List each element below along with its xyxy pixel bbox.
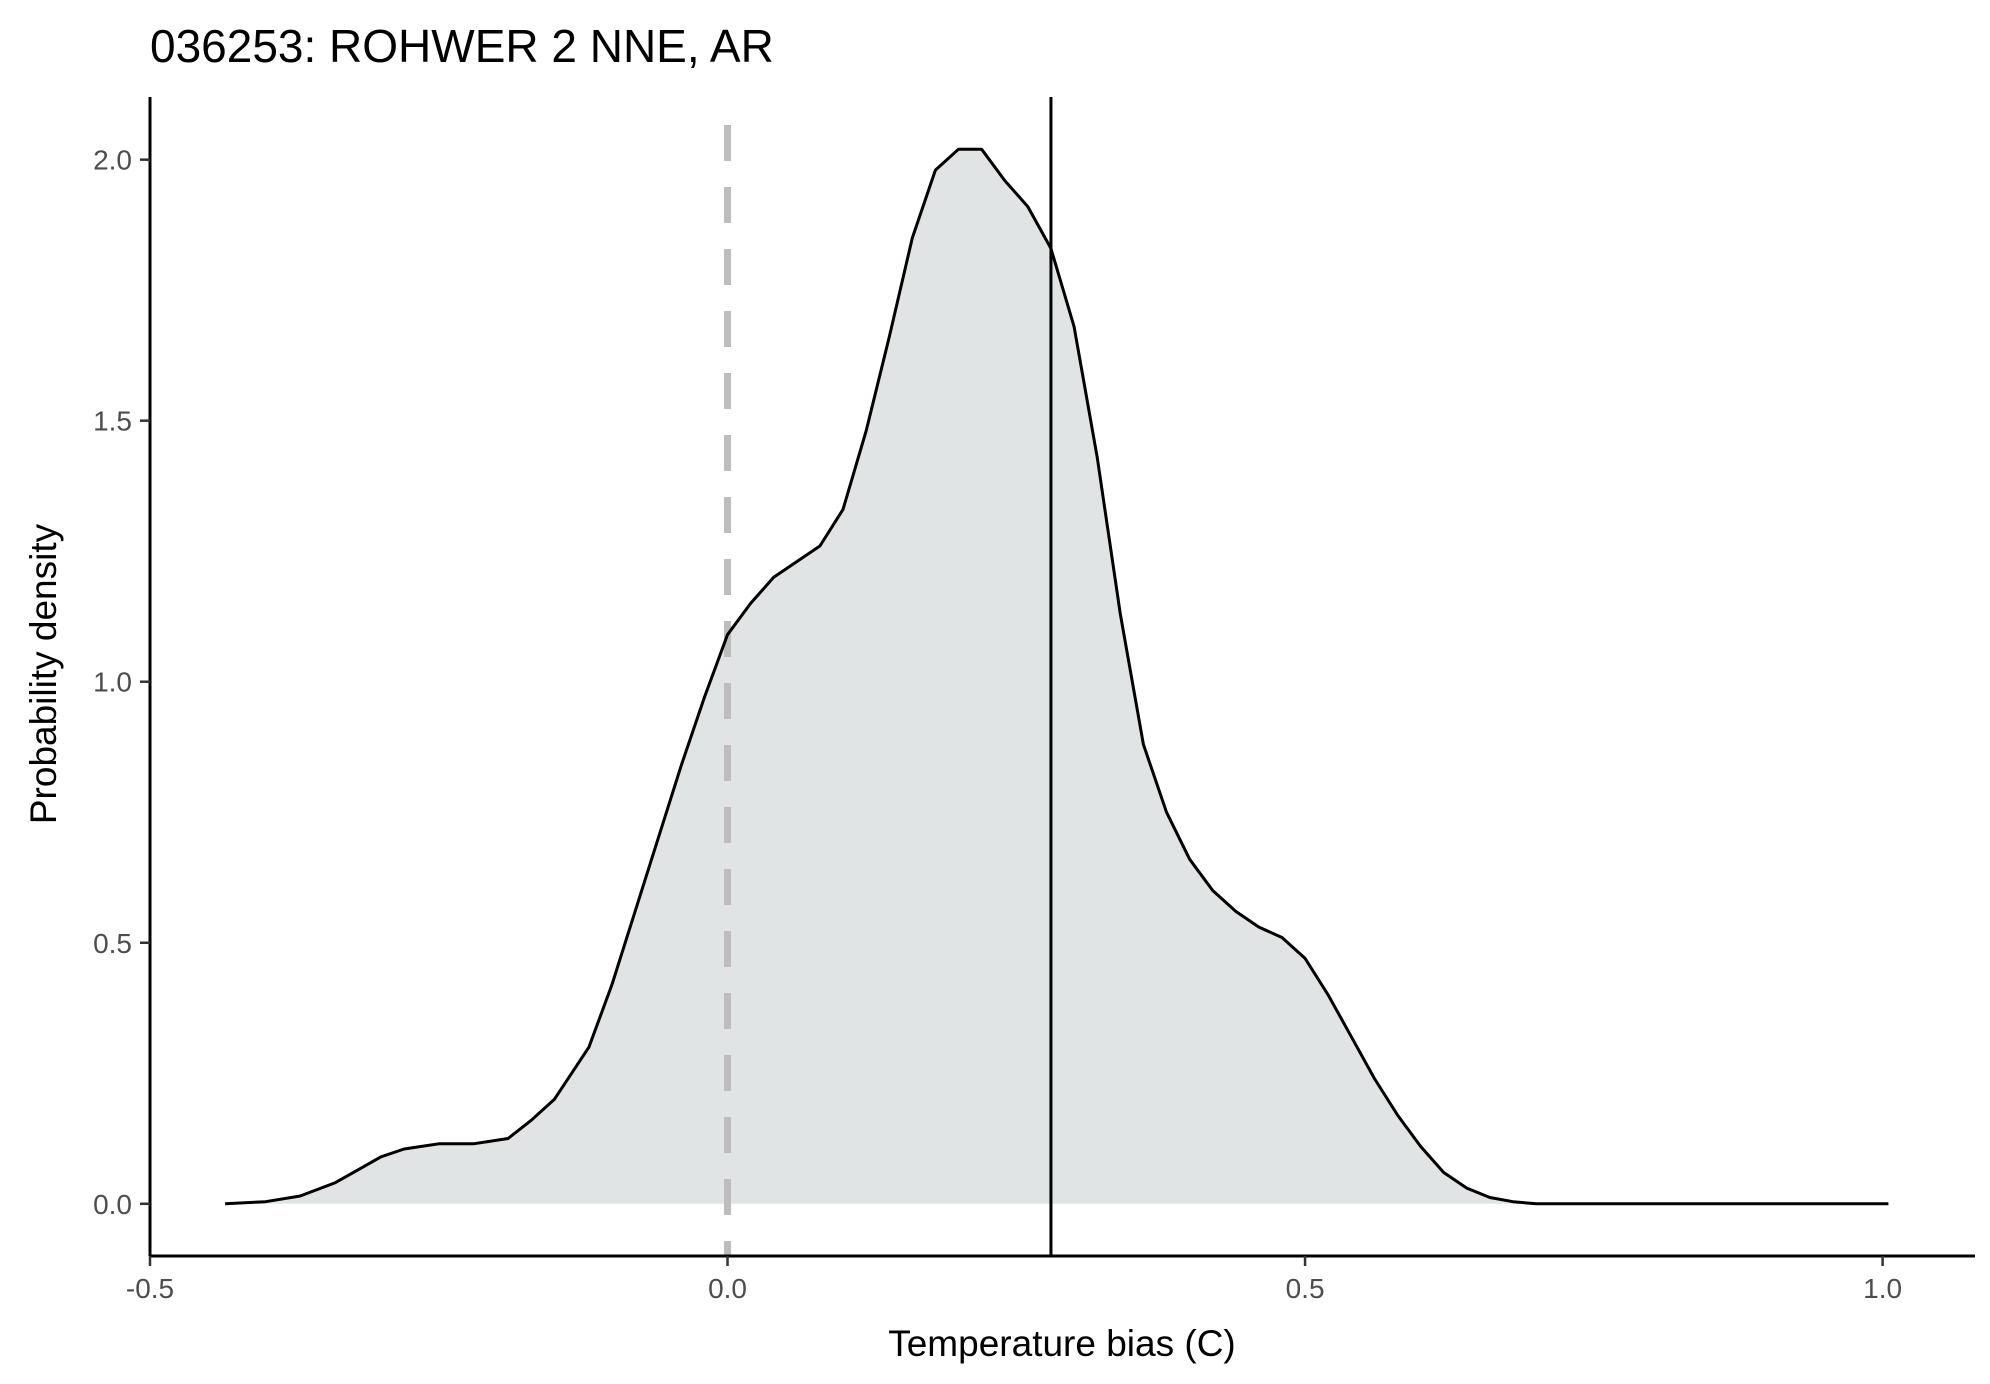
y-tick-label: 0.5 — [93, 928, 132, 959]
x-tick-label: 0.0 — [708, 1273, 747, 1304]
y-tick-label: 2.0 — [93, 145, 132, 176]
density-fill — [225, 149, 1889, 1204]
density-curve — [225, 147, 1889, 1206]
chart-title: 036253: ROHWER 2 NNE, AR — [150, 20, 774, 72]
x-axis-title: Temperature bias (C) — [888, 1323, 1236, 1364]
x-tick-label: 0.5 — [1286, 1273, 1325, 1304]
x-tick-label: 1.0 — [1863, 1273, 1902, 1304]
y-tick-label: 0.0 — [93, 1189, 132, 1220]
plot-area — [225, 97, 1889, 1256]
y-tick-label: 1.5 — [93, 406, 132, 437]
y-tick-label: 1.0 — [93, 667, 132, 698]
x-tick-label: -0.5 — [126, 1273, 174, 1304]
y-axis-ticks: 0.0 0.5 1.0 1.5 2.0 — [93, 145, 150, 1220]
y-axis-title: Probability density — [23, 523, 64, 824]
x-axis-ticks: -0.5 0.0 0.5 1.0 — [126, 1256, 1902, 1304]
